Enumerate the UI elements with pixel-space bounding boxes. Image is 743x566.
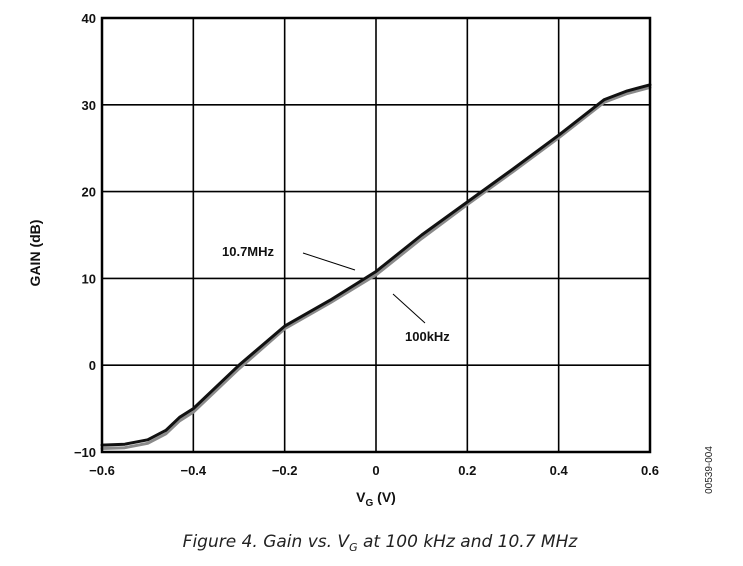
y-tick-label: 40 xyxy=(82,11,96,26)
x-tick-label: −0.6 xyxy=(89,463,115,478)
y-tick-label: 20 xyxy=(82,185,96,200)
y-tick-label: 0 xyxy=(89,358,96,373)
y-tick-label: −10 xyxy=(74,445,96,460)
x-axis-label-unit: (V) xyxy=(373,489,396,505)
plot-frame xyxy=(100,16,652,454)
x-tick-labels: −0.6 −0.4 −0.2 0 0.2 0.4 0.6 xyxy=(89,463,659,478)
figure-code: 00539-004 xyxy=(704,446,715,494)
x-tick-label: 0.6 xyxy=(641,463,659,478)
x-tick-label: −0.2 xyxy=(272,463,298,478)
y-tick-label: 30 xyxy=(82,98,96,113)
series-line-10.7mhz xyxy=(100,83,652,447)
x-tick-label: −0.4 xyxy=(180,463,206,478)
annotation-10.7mhz: 10.7MHz xyxy=(222,244,275,259)
y-tick-labels: −10 0 10 20 30 40 xyxy=(74,11,96,460)
x-axis-label-main: V xyxy=(356,489,366,505)
x-tick-label: 0.2 xyxy=(458,463,476,478)
annotation-100khz: 100kHz xyxy=(405,329,450,344)
annotations: 10.7MHz 100kHz xyxy=(222,244,450,344)
series-lines xyxy=(100,83,652,450)
annotation-leader-10.7mhz xyxy=(302,252,356,271)
figure-caption: Figure 4. Gain vs. VG at 100 kHz and 10.… xyxy=(183,532,579,554)
caption-subscript: G xyxy=(349,541,358,554)
x-tick-label: 0 xyxy=(372,463,379,478)
y-tick-label: 10 xyxy=(82,271,96,286)
grid-lines xyxy=(101,17,651,453)
y-axis-label: GAIN (dB) xyxy=(27,220,43,287)
x-tick-label: 0.4 xyxy=(550,463,569,478)
caption-suffix: at 100 kHz and 10.7 MHz xyxy=(358,532,579,552)
x-axis-label: VG (V) xyxy=(356,489,396,509)
annotation-leader-100khz xyxy=(392,293,426,324)
x-axis-label-subscript: G xyxy=(366,498,374,509)
caption-prefix: Figure 4. Gain vs. V xyxy=(183,532,351,552)
series-line-100khz xyxy=(100,85,652,450)
